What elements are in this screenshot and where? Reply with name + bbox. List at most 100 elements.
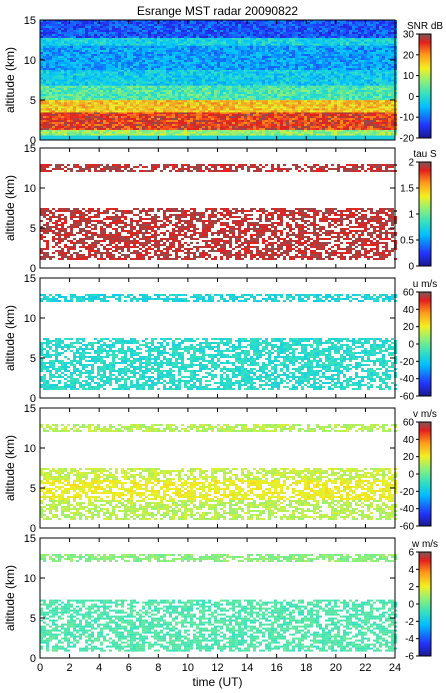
y-axis-label: altitude (km)	[3, 47, 17, 113]
colorbar-label: v m/s	[413, 409, 437, 420]
colorbar-tick-label: -20	[400, 134, 415, 145]
colorbar-tick-label: -2	[405, 617, 414, 628]
colorbar-label: w m/s	[411, 539, 438, 550]
heatmap-cells	[40, 294, 397, 390]
colorbar	[418, 551, 432, 657]
colorbar-tick-label: -40	[400, 374, 415, 385]
x-tick-label: 14	[241, 662, 253, 674]
panel-1: 0 5 10 15 altitude (km) Esrange MST radar 200…	[3, 4, 443, 147]
colorbar-label: tau S	[413, 149, 437, 160]
colorbar-tick-label: -60	[400, 522, 415, 533]
colorbar-tick-label: -20	[400, 487, 415, 498]
colorbar-tick-label: 30	[403, 30, 415, 41]
y-tick-label: 5	[30, 223, 36, 235]
y-tick-label: 10	[24, 183, 36, 195]
panel-4: 0 5 10 15 altitude (km) v m/s -60 -40 -20 0 20 40 60	[3, 403, 437, 535]
y-tick-label: 15	[24, 273, 36, 285]
y-axis-label: altitude (km)	[3, 175, 17, 241]
heatmap-cells	[40, 20, 397, 136]
x-tick-label: 20	[330, 662, 342, 674]
x-tick-label: 2	[67, 662, 73, 674]
heatmap-layer-7	[40, 37, 397, 46]
y-tick-label: 10	[24, 443, 36, 455]
heatmap-layer-4	[40, 84, 397, 100]
chart-title: Esrange MST radar 20090822	[137, 4, 299, 18]
heatmap-layer-5	[40, 69, 397, 86]
colorbar-tick-label: 0	[408, 262, 414, 273]
colorbar-label: SNR dB	[407, 21, 443, 32]
heatmap-layer-3	[40, 98, 397, 113]
y-tick-label: 0	[30, 653, 36, 665]
x-tick-label: 10	[182, 662, 194, 674]
heatmap-layer-2	[40, 554, 397, 562]
heatmap-layer-1	[40, 338, 397, 390]
x-tick-label: 22	[359, 662, 371, 674]
y-axis-label: altitude (km)	[3, 565, 17, 631]
heatmap-layer-6	[40, 44, 397, 70]
heatmap-layer-2	[40, 294, 397, 302]
heatmap-cells	[40, 424, 397, 520]
colorbar	[418, 33, 432, 139]
y-tick-label: 10	[24, 573, 36, 585]
colorbar	[418, 161, 432, 267]
colorbar-tick-label: 2	[408, 582, 414, 593]
heatmap-cells	[40, 554, 397, 652]
y-axis-label: altitude (km)	[3, 305, 17, 371]
colorbar-tick-label: 1	[408, 210, 414, 221]
colorbar-tick-label: 60	[403, 418, 415, 429]
colorbar	[418, 421, 432, 527]
y-tick-label: 0	[30, 263, 36, 275]
x-tick-label: 12	[211, 662, 223, 674]
colorbar-tick-label: 4	[408, 565, 414, 576]
colorbar-tick-label: 0	[408, 470, 414, 481]
colorbar-tick-label: 2	[408, 158, 414, 169]
colorbar-label: u m/s	[413, 279, 437, 290]
x-axis-label: time (UT)	[193, 675, 243, 689]
x-tick-label: 4	[96, 662, 102, 674]
y-tick-label: 5	[30, 95, 36, 107]
colorbar-tick-label: -20	[400, 357, 415, 368]
colorbar-tick-label: -10	[400, 113, 415, 124]
heatmap-layer-8	[40, 20, 397, 38]
colorbar-tick-label: 6	[408, 548, 414, 559]
heatmap-layer-1	[40, 129, 397, 136]
y-tick-label: 5	[30, 353, 36, 365]
y-tick-label: 0	[30, 393, 36, 405]
y-tick-label: 0	[30, 135, 36, 147]
x-tick-label: 0	[37, 662, 43, 674]
heatmap-layer-3	[40, 468, 397, 480]
panel-2: 0 5 10 15 altitude (km) tau S 0 0.5 1 1.5 2	[3, 143, 437, 275]
x-tick-label: 16	[271, 662, 283, 674]
y-tick-label: 15	[24, 403, 36, 415]
colorbar-tick-label: 1.5	[400, 184, 414, 195]
y-tick-label: 5	[30, 483, 36, 495]
panel-3: 0 5 10 15 altitude (km) u m/s -60 -40 -20 0 20 40 60	[3, 273, 437, 405]
y-tick-label: 5	[30, 613, 36, 625]
x-tick-label: 6	[126, 662, 132, 674]
x-tick-label: 8	[155, 662, 161, 674]
colorbar-tick-label: 20	[403, 452, 415, 463]
y-tick-label: 10	[24, 313, 36, 325]
y-axis-label: altitude (km)	[3, 435, 17, 501]
colorbar-tick-label: 0	[408, 340, 414, 351]
colorbar-tick-label: 10	[403, 71, 415, 82]
heatmap-layer-1	[40, 599, 397, 652]
x-tick-label: 18	[300, 662, 312, 674]
colorbar-tick-label: 40	[403, 305, 415, 316]
colorbar-tick-label: 0.5	[400, 236, 414, 247]
colorbar-tick-label: -40	[400, 504, 415, 515]
y-tick-label: 15	[24, 143, 36, 155]
colorbar-tick-label: -4	[405, 634, 414, 645]
heatmap-cells	[40, 164, 397, 260]
colorbar-tick-label: 20	[403, 50, 415, 61]
y-tick-label: 15	[24, 533, 36, 545]
colorbar-tick-label: 0	[408, 600, 414, 611]
x-tick-label: 24	[389, 662, 401, 674]
heatmap-layer-1	[40, 500, 397, 520]
colorbar-tick-label: 60	[403, 288, 415, 299]
heatmap-layer-2	[40, 480, 397, 500]
y-tick-label: 15	[24, 15, 36, 27]
heatmap-layer-1	[40, 208, 397, 260]
